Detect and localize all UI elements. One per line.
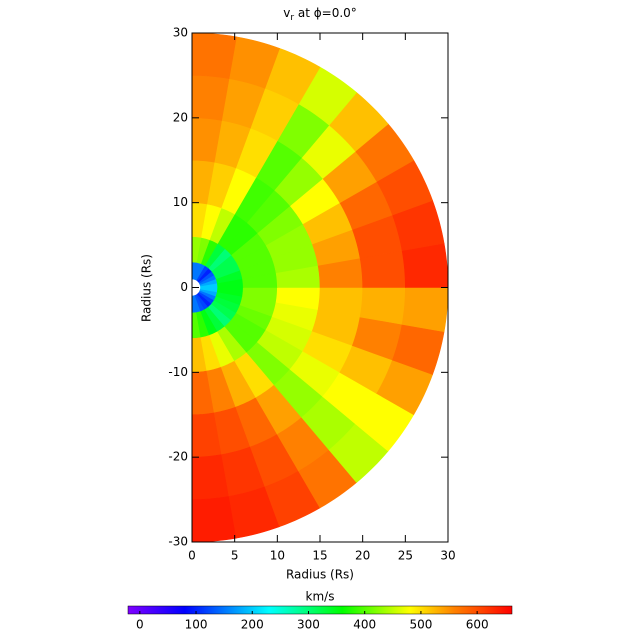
colorbar-tick-label: 200	[241, 618, 264, 632]
x-axis-label: Radius (Rs)	[286, 568, 354, 582]
y-tick-label: 0	[180, 280, 188, 294]
y-axis-label: Radius (Rs)	[140, 254, 154, 322]
field-cell	[191, 496, 237, 543]
field-cell	[191, 32, 237, 79]
y-tick-label: -30	[168, 535, 188, 549]
y-tick-label: -10	[168, 365, 188, 379]
x-tick-label: 30	[440, 549, 455, 563]
x-tick-label: 15	[312, 549, 327, 563]
x-tick-label: 5	[231, 549, 239, 563]
colorbar	[127, 605, 513, 615]
colorbar-tick-label: 0	[136, 618, 144, 632]
colorbar-tick-label: 600	[466, 618, 489, 632]
title-sub: r	[290, 13, 294, 23]
field	[191, 32, 449, 543]
colorbar-label: km/s	[306, 590, 335, 604]
colorbar-tick-label: 400	[353, 618, 376, 632]
y-tick-label: 30	[173, 26, 188, 40]
field-cell	[401, 242, 449, 288]
x-tick-label: 10	[270, 549, 285, 563]
y-tick-label: -20	[168, 450, 188, 464]
y-tick-label: 10	[173, 195, 188, 209]
title-rest: at ϕ=0.0°	[294, 6, 357, 20]
colorbar-tick-label: 500	[409, 618, 432, 632]
x-tick-label: 0	[188, 549, 196, 563]
x-tick-label: 20	[355, 549, 370, 563]
chart-title: vr at ϕ=0.0°	[283, 6, 357, 23]
y-tick-label: 20	[173, 110, 188, 124]
title-main: v	[283, 6, 290, 20]
colorbar-tick-label: 300	[297, 618, 320, 632]
x-tick-label: 25	[398, 549, 413, 563]
field-cell	[401, 287, 449, 333]
colorbar-tick-label: 100	[185, 618, 208, 632]
